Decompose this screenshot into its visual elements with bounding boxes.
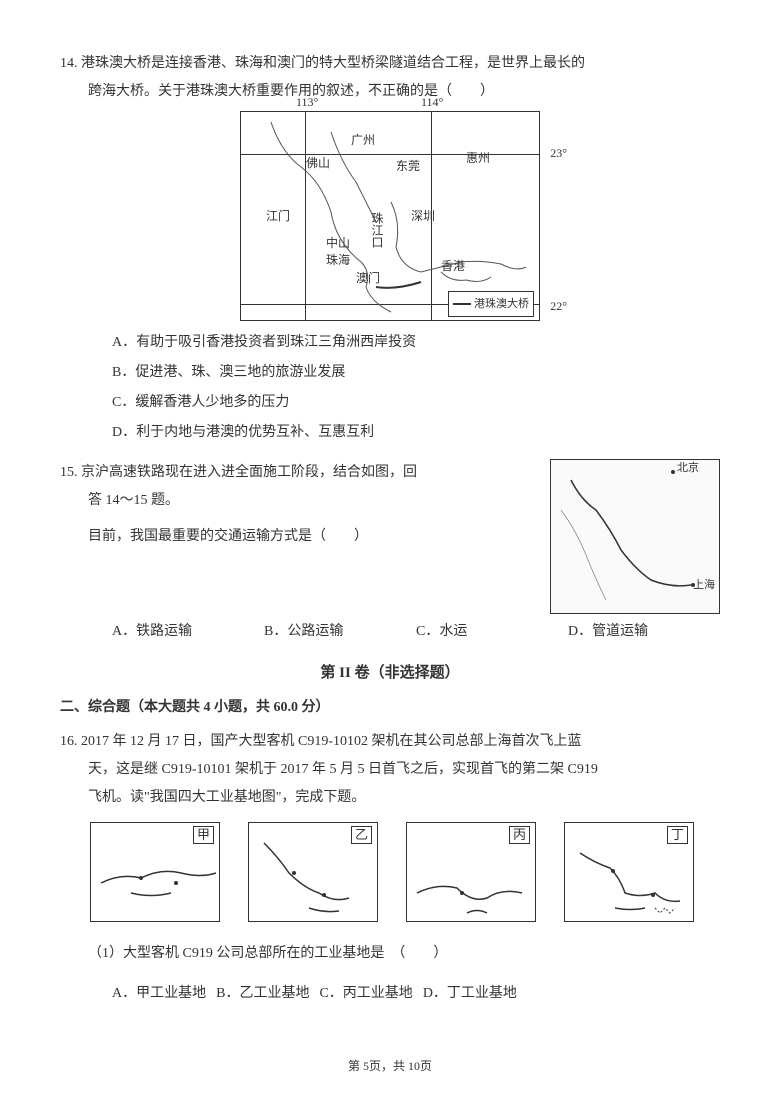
map-city-guangzhou: 广州 bbox=[351, 134, 375, 146]
map-lat-22: 22° bbox=[550, 300, 567, 312]
map-city-zhujiangkou: 珠江口 bbox=[371, 212, 383, 262]
q15-map: 北京 上海 bbox=[550, 459, 720, 614]
q16-option-b[interactable]: B．乙工业基地 bbox=[216, 980, 309, 1008]
q15-option-c[interactable]: C．水运 bbox=[416, 618, 568, 646]
q16-stem-line1: 2017 年 12 月 17 日，国产大型客机 C919-10102 架机在其公… bbox=[81, 734, 582, 749]
map-city-jiangmen: 江门 bbox=[266, 210, 290, 222]
q14-stem-line1: 港珠澳大桥是连接香港、珠海和澳门的特大型桥梁隧道结合工程，是世界上最长的 bbox=[81, 56, 585, 71]
q14-number: 14. bbox=[60, 56, 78, 71]
q16-sub1-options: A．甲工业基地 B．乙工业基地 C．丙工业基地 D．丁工业基地 bbox=[60, 980, 720, 1008]
q15-option-a[interactable]: A．铁路运输 bbox=[112, 618, 264, 646]
q15-stem-line1: 京沪高速铁路现在进入进全面施工阶段，结合如图，回 bbox=[81, 465, 417, 480]
q15-stem-line3: 目前，我国最重要的交通运输方式是（ ） bbox=[60, 523, 542, 551]
question-16: 16. 2017 年 12 月 17 日，国产大型客机 C919-10102 架… bbox=[60, 728, 720, 1008]
q14-stem: 14. 港珠澳大桥是连接香港、珠海和澳门的特大型桥梁隧道结合工程，是世界上最长的 bbox=[60, 50, 720, 78]
thumb-bing-icon bbox=[407, 823, 537, 923]
q15-option-b[interactable]: B．公路运输 bbox=[264, 618, 416, 646]
q16-option-c[interactable]: C．丙工业基地 bbox=[319, 980, 412, 1008]
q16-stem: 16. 2017 年 12 月 17 日，国产大型客机 C919-10102 架… bbox=[60, 728, 720, 756]
q15-stem: 15. 京沪高速铁路现在进入进全面施工阶段，结合如图，回 bbox=[60, 459, 542, 487]
q14-option-d[interactable]: D．利于内地与港澳的优势互补、互惠互利 bbox=[112, 419, 720, 447]
q14-options: A．有助于吸引香港投资者到珠江三角洲西岸投资 B．促进港、珠、澳三地的旅游业发展… bbox=[60, 329, 720, 447]
map-city-shenzhen: 深圳 bbox=[411, 210, 435, 222]
q16-sub1: （1）大型客机 C919 公司总部所在的工业基地是 （ ） bbox=[60, 940, 720, 968]
section-2-sub: 二、综合题（本大题共 4 小题，共 60.0 分） bbox=[60, 694, 720, 722]
thumb-jia-icon bbox=[91, 823, 221, 923]
q15-stem-line2: 答 14～15 题。 bbox=[60, 487, 542, 515]
q16-option-a[interactable]: A．甲工业基地 bbox=[112, 980, 206, 1008]
q15-map-outline-icon bbox=[551, 460, 721, 615]
map-legend-label: 港珠澳大桥 bbox=[474, 298, 529, 310]
q14-option-b[interactable]: B．促进港、珠、澳三地的旅游业发展 bbox=[112, 359, 720, 387]
q14-stem-line2: 跨海大桥。关于港珠澳大桥重要作用的叙述，不正确的是（ ） bbox=[60, 78, 720, 106]
section-2-title: 第 II 卷（非选择题） bbox=[60, 658, 720, 688]
map-city-macau: 澳门 bbox=[356, 272, 380, 284]
thumb-bing: 丙 bbox=[406, 822, 536, 922]
map-lon-113: 113° bbox=[296, 96, 318, 108]
q14-option-a[interactable]: A．有助于吸引香港投资者到珠江三角洲西岸投资 bbox=[112, 329, 720, 357]
map-city-hongkong: 香港 bbox=[441, 260, 465, 272]
question-15: 15. 京沪高速铁路现在进入进全面施工阶段，结合如图，回 答 14～15 题。 … bbox=[60, 459, 720, 646]
thumb-yi: 乙 bbox=[248, 822, 378, 922]
q15-number: 15. bbox=[60, 465, 78, 480]
thumb-ding: 丁 bbox=[564, 822, 694, 922]
q15-option-d[interactable]: D．管道运输 bbox=[568, 618, 720, 646]
map-lon-114: 114° bbox=[421, 96, 443, 108]
thumb-yi-icon bbox=[249, 823, 379, 923]
q14-option-c[interactable]: C．缓解香港人少地多的压力 bbox=[112, 389, 720, 417]
q16-stem-line3: 飞机。读"我国四大工业基地图"，完成下题。 bbox=[60, 784, 720, 812]
map-city-huizhou: 惠州 bbox=[466, 152, 490, 164]
map-city-zhongshan: 中山 bbox=[326, 237, 350, 249]
map-city-zhuhai: 珠海 bbox=[326, 254, 350, 266]
q16-option-d[interactable]: D．丁工业基地 bbox=[423, 980, 517, 1008]
thumb-ding-icon bbox=[565, 823, 695, 923]
q16-thumbs: 甲 乙 丙 丁 bbox=[60, 822, 720, 922]
q14-map: 113° 114° 23° 22° 广州 佛山 东莞 惠州 江门 中山 珠海 深… bbox=[240, 111, 540, 321]
q16-stem-line2: 天，这是继 C919-10101 架机于 2017 年 5 月 5 日首飞之后，… bbox=[60, 756, 720, 784]
map-lat-23: 23° bbox=[550, 147, 567, 159]
map-legend: 港珠澳大桥 bbox=[448, 291, 534, 317]
map-city-dongguan: 东莞 bbox=[396, 160, 420, 172]
question-14: 14. 港珠澳大桥是连接香港、珠海和澳门的特大型桥梁隧道结合工程，是世界上最长的… bbox=[60, 50, 720, 447]
page-footer: 第 5页，共 10页 bbox=[0, 1054, 780, 1078]
thumb-jia: 甲 bbox=[90, 822, 220, 922]
q15-options: A．铁路运输 B．公路运输 C．水运 D．管道运输 bbox=[60, 618, 720, 646]
map-legend-line-icon bbox=[453, 303, 471, 305]
map-city-foshan: 佛山 bbox=[306, 157, 330, 169]
q16-number: 16. bbox=[60, 734, 78, 749]
